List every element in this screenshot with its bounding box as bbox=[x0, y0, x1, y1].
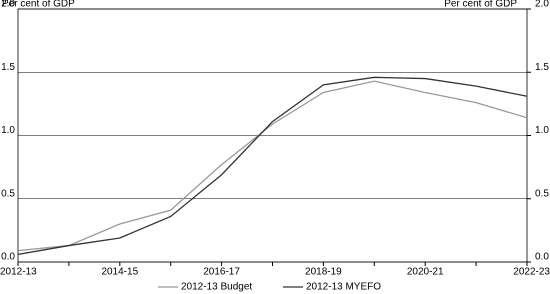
y2-tick-label: 0.0 bbox=[535, 252, 549, 263]
x-tick-label: 2012-13 bbox=[0, 267, 37, 278]
x-tick-label: 2018-19 bbox=[305, 267, 342, 278]
y2-tick-label: 2.0 bbox=[535, 0, 549, 10]
y2-axis-title: Per cent of GDP bbox=[444, 0, 517, 10]
x-tick-label: 2016-17 bbox=[203, 267, 240, 278]
x-tick-label: 2014-15 bbox=[101, 267, 138, 278]
y2-tick-label: 1.5 bbox=[535, 62, 549, 73]
y-tick-label: 1.0 bbox=[1, 125, 15, 136]
legend-label: 2012-13 MYEFO bbox=[306, 282, 381, 293]
y-tick-label: 1.5 bbox=[1, 62, 15, 73]
x-tick-label: 2022-23 bbox=[513, 267, 550, 278]
y2-tick-label: 0.5 bbox=[535, 188, 549, 199]
y2-tick-label: 1.0 bbox=[535, 125, 549, 136]
y-tick-label: 0.0 bbox=[1, 252, 15, 263]
y-axis-title: Per cent of GDP bbox=[2, 0, 75, 10]
y-tick-label: 2.0 bbox=[1, 0, 15, 10]
series-line bbox=[17, 80, 528, 252]
x-tick-label: 2020-21 bbox=[407, 267, 444, 278]
legend-label: 2012-13 Budget bbox=[181, 282, 252, 293]
series-line bbox=[17, 76, 528, 256]
y-tick-label: 0.5 bbox=[1, 188, 15, 199]
